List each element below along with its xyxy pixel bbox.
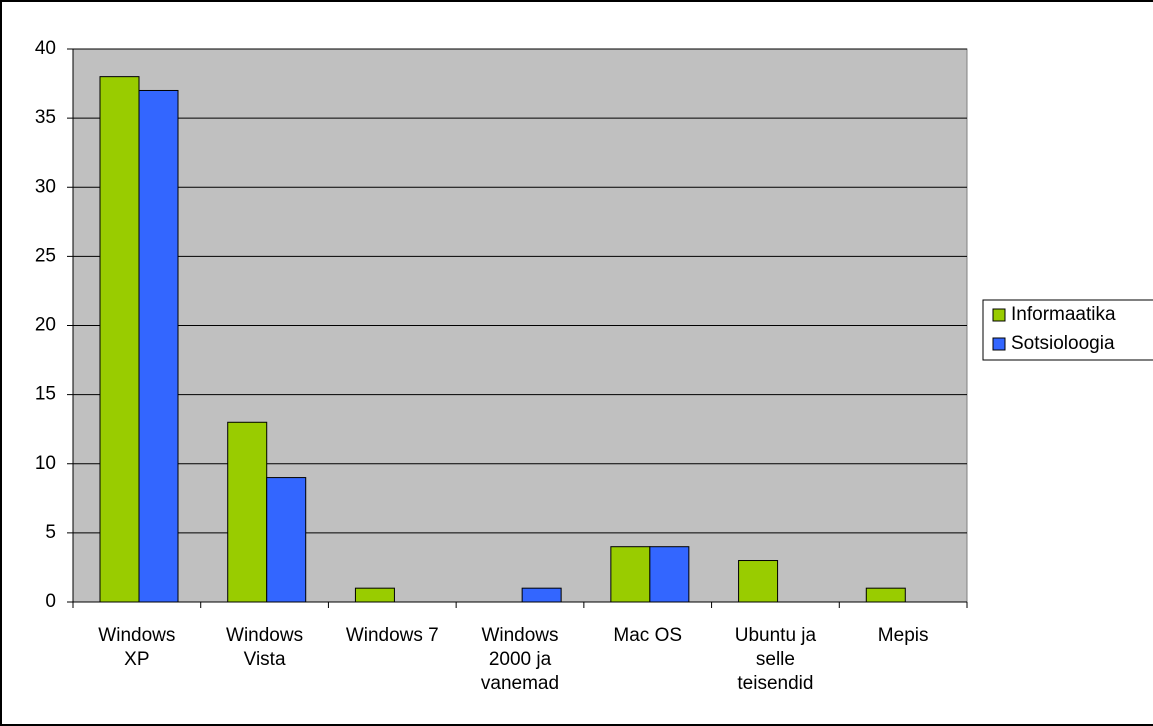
bar bbox=[610, 546, 651, 603]
x-tick-label: Windows XP bbox=[98, 625, 176, 670]
y-tick-label: 30 bbox=[35, 176, 56, 197]
y-tick-label: 20 bbox=[35, 315, 56, 336]
x-tick-label: Ubuntu ja selle teisendid bbox=[734, 625, 817, 694]
bar bbox=[99, 76, 140, 603]
x-tick-label: Mepis bbox=[877, 625, 929, 646]
bar bbox=[266, 477, 307, 603]
y-tick-label: 40 bbox=[35, 38, 56, 59]
bar bbox=[865, 587, 906, 603]
legend-swatch bbox=[992, 337, 1006, 351]
y-tick-label: 25 bbox=[35, 245, 56, 266]
bar bbox=[227, 421, 268, 603]
x-tick-label: Windows 7 bbox=[345, 625, 439, 646]
legend-box bbox=[982, 299, 1153, 361]
x-tick-label: Mac OS bbox=[613, 625, 683, 646]
x-tick-label: Windows Vista bbox=[226, 625, 304, 670]
x-tick-label: Windows 2000 ja vanemad bbox=[480, 625, 560, 694]
legend-label: Sotsioloogia bbox=[1011, 333, 1115, 354]
legend-swatch bbox=[992, 308, 1006, 322]
y-tick-label: 15 bbox=[35, 384, 56, 405]
bar bbox=[649, 546, 690, 603]
bar bbox=[521, 587, 562, 603]
y-tick-label: 5 bbox=[45, 522, 56, 543]
bar bbox=[738, 560, 779, 603]
y-tick-label: 0 bbox=[45, 591, 56, 612]
bar bbox=[354, 587, 395, 603]
legend-label: Informaatika bbox=[1011, 304, 1116, 325]
y-tick-label: 10 bbox=[35, 453, 56, 474]
y-tick-label: 35 bbox=[35, 107, 56, 128]
bar bbox=[138, 89, 179, 603]
